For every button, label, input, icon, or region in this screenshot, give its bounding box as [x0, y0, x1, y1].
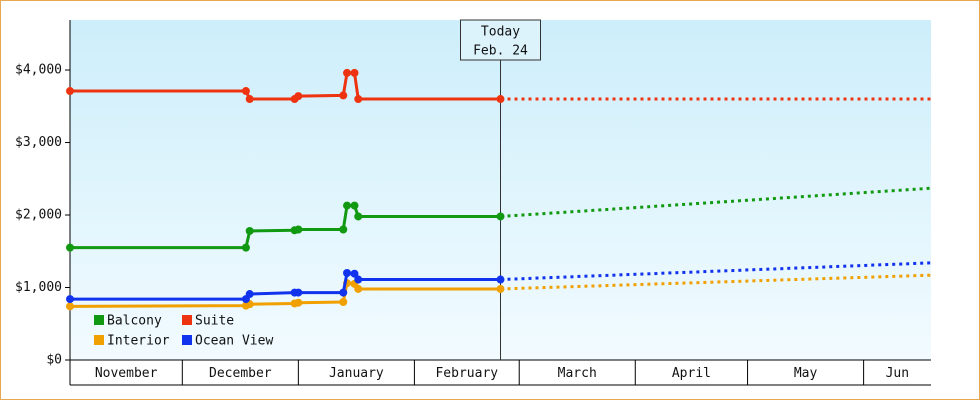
point	[496, 212, 505, 221]
x-tick-label: November	[95, 366, 158, 381]
point	[354, 284, 363, 293]
forecast-line	[500, 186, 932, 218]
legend-label: Interior	[107, 334, 170, 349]
point	[339, 91, 348, 100]
y-tick-label: $2,000	[15, 208, 62, 223]
x-tick-label: March	[558, 366, 597, 381]
point	[66, 295, 74, 304]
point	[294, 298, 303, 307]
point	[66, 243, 74, 252]
legend-swatch	[182, 315, 192, 325]
x-tick-label: May	[794, 366, 818, 381]
point	[350, 201, 359, 210]
x-tick-label: Jun	[886, 366, 909, 381]
point	[66, 302, 74, 311]
point	[241, 243, 250, 252]
today-label: Today	[481, 25, 520, 40]
forecast-line	[500, 273, 932, 291]
point	[343, 269, 352, 278]
point	[350, 269, 359, 278]
point	[496, 95, 505, 104]
point	[343, 68, 352, 77]
legend-label: Suite	[195, 314, 234, 329]
point	[496, 275, 505, 284]
legend-label: Balcony	[107, 314, 162, 329]
y-tick-label: $3,000	[15, 135, 62, 150]
point	[294, 92, 303, 101]
x-tick-label: April	[672, 366, 711, 381]
point	[66, 87, 74, 96]
point	[339, 298, 348, 307]
y-tick-label: $0	[46, 353, 62, 368]
legend-label: Ocean View	[195, 334, 273, 349]
point	[350, 68, 359, 77]
y-tick-label: $1,000	[15, 280, 62, 295]
point	[496, 284, 505, 293]
x-tick-label: January	[329, 366, 384, 381]
today-box	[460, 19, 541, 61]
x-tick-label: December	[209, 366, 272, 381]
point	[245, 95, 254, 104]
y-tick-label: $4,000	[15, 63, 62, 78]
point	[294, 225, 303, 234]
legend-swatch	[94, 335, 104, 345]
today-label: Feb. 24	[473, 44, 528, 59]
legend-swatch	[94, 315, 104, 325]
point	[354, 275, 363, 284]
point	[343, 201, 352, 210]
point	[339, 288, 348, 297]
point	[354, 212, 363, 221]
series-line	[70, 71, 501, 101]
point	[294, 288, 303, 297]
point	[241, 87, 250, 96]
series-line	[70, 204, 501, 250]
legend-swatch	[182, 335, 192, 345]
point	[354, 95, 363, 104]
point	[245, 226, 254, 235]
forecast-line	[500, 261, 932, 282]
x-tick-label: February	[435, 366, 498, 381]
point	[339, 225, 348, 234]
point	[245, 290, 254, 299]
